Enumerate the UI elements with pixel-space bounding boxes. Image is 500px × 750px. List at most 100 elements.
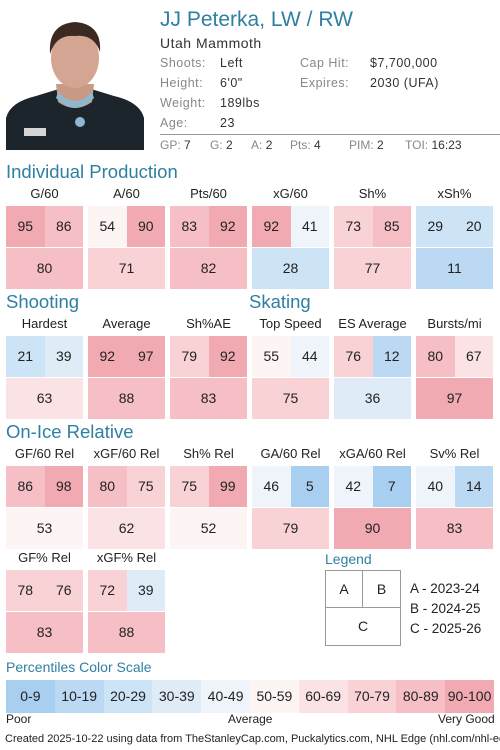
scale-cell: 10-19	[54, 680, 104, 713]
metric-block-bursts: Bursts/mi 80 67 97	[416, 312, 493, 419]
stat-points: Pts: 4	[290, 138, 321, 152]
metric-value-b: 85	[372, 206, 411, 247]
metric-title: G/60	[30, 186, 59, 201]
metric-title: GA/60 Rel	[260, 446, 321, 461]
metric-value-a: 40	[416, 466, 455, 507]
metric-block-xgf60: xGF/60 Rel 80 75 62	[88, 442, 165, 549]
metric-title: GF% Rel	[18, 550, 71, 565]
section-individual-production: Individual Production	[6, 161, 178, 182]
metric-value-a: 80	[88, 466, 127, 507]
metric-block-average: Average 92 97 88	[88, 312, 165, 419]
metric-value-c: 83	[170, 378, 247, 419]
metric-value-a: 73	[334, 206, 373, 247]
metric-value-c: 82	[170, 248, 247, 289]
weight-value: 189lbs	[220, 96, 260, 110]
metric-value-c: 77	[334, 248, 411, 289]
percentile-scale: 0-9 10-19 20-29 30-39 40-49 50-59 60-69 70-79 80…	[6, 680, 494, 713]
scale-cell: 20-29	[103, 680, 153, 713]
metric-block-shrel: Sh% Rel 75 99 52	[170, 442, 247, 549]
metric-value-b: 44	[290, 336, 329, 377]
metric-value-b: 39	[126, 570, 165, 611]
metric-value-b: 92	[208, 336, 247, 377]
metric-block-xshpct: xSh% 29 20 11	[416, 182, 493, 289]
metric-title: xGF% Rel	[96, 550, 157, 565]
metric-title: Hardest	[21, 316, 68, 331]
legend-box-a: A	[325, 570, 363, 608]
metric-value-c: 83	[416, 508, 493, 549]
scale-cell: 60-69	[298, 680, 348, 713]
metric-value-c: 88	[88, 612, 165, 653]
metric-value-c: 97	[416, 378, 493, 419]
metric-title: xSh%	[437, 186, 472, 201]
metric-value-a: 42	[334, 466, 373, 507]
metric-value-a: 21	[6, 336, 45, 377]
metric-block-a60: A/60 54 90 71	[88, 182, 165, 289]
scale-cell: 90-100	[445, 680, 494, 713]
legend-entry-a: A - 2023-24	[410, 581, 480, 596]
metric-title: xGF/60 Rel	[93, 446, 160, 461]
metric-value-a: 29	[416, 206, 455, 247]
metric-value-c: 28	[252, 248, 329, 289]
metric-value-a: 75	[170, 466, 209, 507]
stat-toi: TOI: 16:23	[405, 138, 462, 152]
metric-value-b: 5	[290, 466, 329, 507]
metric-block-xgfpct: xGF% Rel 72 39 88	[88, 546, 165, 653]
metric-value-a: 79	[170, 336, 209, 377]
scale-label-very-good: Very Good	[438, 712, 495, 726]
metric-title: Pts/60	[190, 186, 227, 201]
metric-title: Top Speed	[259, 316, 322, 331]
metric-value-a: 95	[6, 206, 45, 247]
metric-value-a: 92	[88, 336, 127, 377]
legend-title: Legend	[325, 551, 372, 567]
legend-entry-c: C - 2025-26	[410, 621, 482, 636]
metric-value-a: 86	[6, 466, 45, 507]
metric-block-shae: Sh%AE 79 92 83	[170, 312, 247, 419]
metric-title: Bursts/mi	[427, 316, 482, 331]
metric-title: Sv% Rel	[429, 446, 480, 461]
metric-title: Average	[102, 316, 151, 331]
metric-value-a: 54	[88, 206, 127, 247]
metric-value-b: 67	[454, 336, 493, 377]
metric-value-b: 39	[44, 336, 83, 377]
shoots-value: Left	[220, 56, 243, 70]
metric-value-a: 83	[170, 206, 209, 247]
metric-title: xG/60	[273, 186, 308, 201]
metric-value-c: 80	[6, 248, 83, 289]
metric-value-b: 99	[208, 466, 247, 507]
metric-value-b: 14	[454, 466, 493, 507]
metric-value-b: 12	[372, 336, 411, 377]
metric-value-a: 76	[334, 336, 373, 377]
player-name: JJ Peterka, LW / RW	[160, 8, 353, 31]
metric-block-topspeed: Top Speed 55 44 75	[252, 312, 329, 419]
metric-title: xGA/60 Rel	[339, 446, 406, 461]
scale-cell: 40-49	[201, 680, 250, 713]
section-on-ice-relative: On-Ice Relative	[6, 421, 134, 442]
metric-value-c: 75	[252, 378, 329, 419]
metric-title: Sh%AE	[186, 316, 231, 331]
legend-box-c: C	[325, 607, 401, 646]
stat-pim: PIM: 2	[349, 138, 384, 152]
scale-title: Percentiles Color Scale	[6, 659, 152, 675]
team-name: Utah Mammoth	[160, 35, 262, 51]
metric-value-b: 90	[126, 206, 165, 247]
metric-value-c: 52	[170, 508, 247, 549]
metric-block-shpct: Sh% 73 85 77	[334, 182, 411, 289]
metric-block-g60: G/60 95 86 80	[6, 182, 83, 289]
metric-value-b: 97	[126, 336, 165, 377]
metric-value-c: 62	[88, 508, 165, 549]
metric-value-b: 76	[44, 570, 83, 611]
header-divider	[160, 134, 500, 135]
metric-value-b: 75	[126, 466, 165, 507]
metric-block-xg60: xG/60 92 41 28	[252, 182, 329, 289]
metric-block-gf60: GF/60 Rel 86 98 53	[6, 442, 83, 549]
metric-value-b: 7	[372, 466, 411, 507]
height-value: 6'0"	[220, 76, 243, 90]
metric-value-a: 92	[252, 206, 291, 247]
cap-hit-label: Cap Hit:	[300, 56, 350, 70]
metric-value-b: 20	[454, 206, 493, 247]
metric-title: Sh% Rel	[183, 446, 234, 461]
scale-cell: 50-59	[249, 680, 299, 713]
expires-label: Expires:	[300, 76, 350, 90]
legend-box-b: B	[362, 570, 401, 608]
age-value: 23	[220, 116, 235, 130]
